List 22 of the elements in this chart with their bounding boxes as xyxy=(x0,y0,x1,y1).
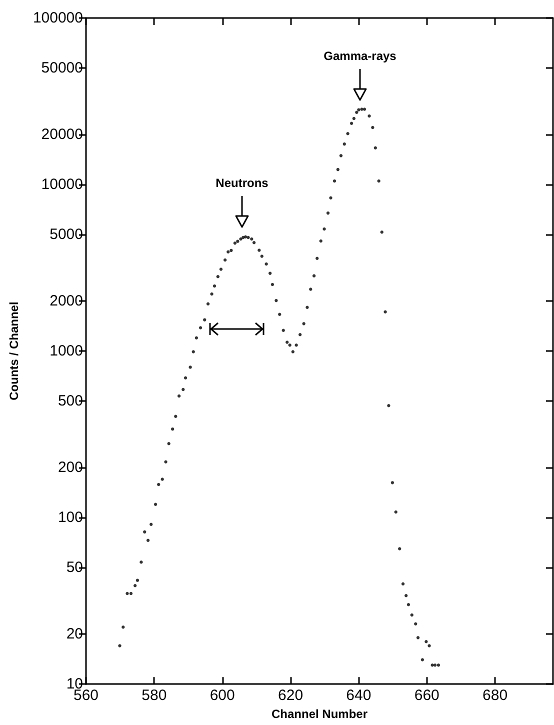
x-tick-label: 680 xyxy=(482,687,508,704)
y-tick-label: 1000 xyxy=(50,342,83,360)
y-tick-label: 10000 xyxy=(41,176,83,194)
y-tick-label: 100 xyxy=(58,509,83,526)
y-tick-label: 20 xyxy=(66,625,83,642)
x-tick-label: 640 xyxy=(346,687,372,704)
x-tick-label: 580 xyxy=(142,687,167,704)
annotation: Gamma-rays xyxy=(322,49,398,63)
y-tick-label: 5000 xyxy=(50,226,83,244)
x-tick-label: 600 xyxy=(210,687,235,704)
y-tick-label: 20000 xyxy=(41,126,83,143)
y-axis-title: Counts / Channel xyxy=(7,302,21,400)
x-axis-title: Channel Number xyxy=(271,707,368,721)
annotation: Neutrons xyxy=(214,176,270,190)
y-tick-label: 50000 xyxy=(41,60,83,77)
y-tick-label: 200 xyxy=(58,458,83,476)
y-tick-label: 100000 xyxy=(32,10,83,26)
x-tick-label: 620 xyxy=(278,687,304,704)
y-tick-label: 2000 xyxy=(50,292,83,310)
y-tick-label: 500 xyxy=(58,392,83,410)
y-tick-label: 50 xyxy=(66,559,83,576)
x-tick-label: 660 xyxy=(414,687,440,704)
